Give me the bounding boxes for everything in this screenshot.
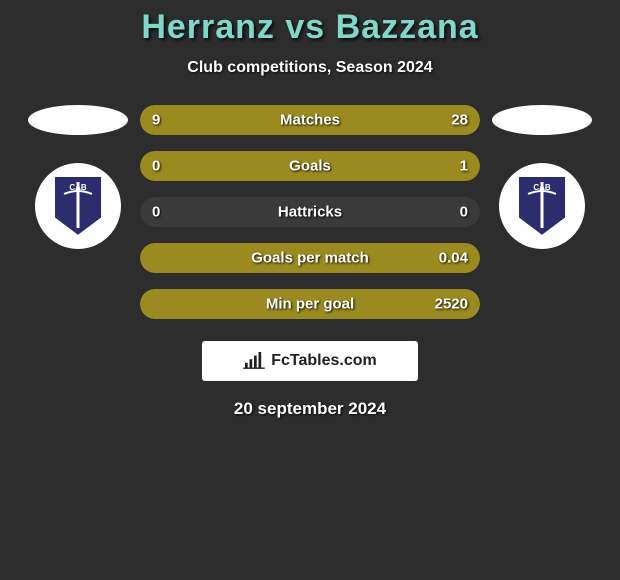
bar-chart-icon [243, 352, 265, 370]
bar-value-left: 0 [152, 204, 160, 221]
brand-card: FcTables.com [202, 341, 418, 381]
bar-value-left: 9 [152, 112, 160, 129]
bar-value-right: 0 [460, 204, 468, 221]
stat-bar: Goals per match 0.04 [140, 243, 480, 273]
stat-bar: Hattricks 0 0 [140, 197, 480, 227]
bar-fill-right [222, 105, 480, 135]
bar-label: Goals per match [251, 250, 369, 267]
avatar-placeholder-right [492, 105, 592, 135]
club-badge-left: CAB [35, 163, 121, 249]
shield-icon: CAB [50, 174, 106, 238]
stat-bar: Goals 0 1 [140, 151, 480, 181]
bar-label: Goals [289, 158, 331, 175]
bar-value-left: 0 [152, 158, 160, 175]
svg-text:CAB: CAB [533, 183, 551, 192]
bar-value-right: 2520 [435, 296, 468, 313]
brand-label: FcTables.com [271, 352, 377, 370]
bar-label: Matches [280, 112, 340, 129]
bar-value-right: 0.04 [439, 250, 468, 267]
subtitle: Club competitions, Season 2024 [0, 59, 620, 77]
bar-value-right: 1 [460, 158, 468, 175]
bar-value-right: 28 [451, 112, 468, 129]
club-badge-right: CAB [499, 163, 585, 249]
player-left: CAB [28, 105, 128, 249]
date-text: 20 september 2024 [0, 399, 620, 419]
avatar-placeholder-left [28, 105, 128, 135]
stats-comparison: Herranz vs Bazzana Club competitions, Se… [0, 0, 620, 419]
player-right: CAB [492, 105, 592, 249]
stat-bar: Matches 9 28 [140, 105, 480, 135]
page-title: Herranz vs Bazzana [0, 8, 620, 47]
shield-icon: CAB [514, 174, 570, 238]
stat-bar: Min per goal 2520 [140, 289, 480, 319]
svg-text:CAB: CAB [69, 183, 87, 192]
stat-bars: Matches 9 28 Goals 0 1 Hattricks 0 0 Goals per ma… [140, 105, 480, 319]
bar-label: Min per goal [266, 296, 354, 313]
bar-label: Hattricks [278, 204, 342, 221]
comparison-row: CAB Matches 9 28 Goals 0 1 Hattricks 0 0 Goals pe… [0, 105, 620, 319]
